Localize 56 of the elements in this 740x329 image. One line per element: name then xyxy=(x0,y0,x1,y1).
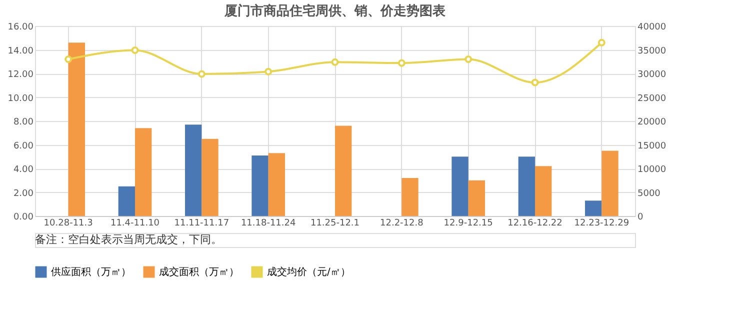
bar xyxy=(452,156,468,216)
legend-label: 成交面积（万㎡） xyxy=(159,266,239,278)
bar xyxy=(402,178,418,216)
point xyxy=(464,56,472,63)
y2-tick-label: 30000 xyxy=(638,70,666,80)
bar xyxy=(118,186,135,216)
text: 备注：空白处表示当周无成交，下同。 xyxy=(35,233,222,246)
bar xyxy=(535,166,552,216)
y2-tick-label: 20000 xyxy=(638,118,666,128)
bar xyxy=(68,42,85,216)
point xyxy=(131,46,139,54)
y2-tick-label: 10000 xyxy=(638,165,666,175)
bar xyxy=(268,153,285,216)
y2-tick-label: 35000 xyxy=(638,46,666,56)
bar xyxy=(335,126,352,216)
legend-label: 成交均价（元/㎡） xyxy=(267,266,350,278)
x-tick-label: 12.2-12.8 xyxy=(380,218,424,228)
point xyxy=(264,68,272,76)
y2-tick-label: 0 xyxy=(638,212,644,222)
x-tick-label: 11.4-11.10 xyxy=(110,218,160,228)
point xyxy=(598,38,606,46)
bar xyxy=(468,180,485,216)
x-tick-label: 12.9-12.15 xyxy=(444,218,493,228)
x-tick-label: 12.23-12.29 xyxy=(574,218,630,228)
y2-tick-label: 40000 xyxy=(638,22,666,32)
bar xyxy=(602,150,618,216)
bar xyxy=(185,124,202,216)
bar xyxy=(202,138,218,216)
bar xyxy=(252,155,268,216)
y-tick-label: 12.00 xyxy=(8,70,34,80)
y-tick-label: 2.00 xyxy=(13,188,34,199)
y2-tick-label: 25000 xyxy=(638,94,666,104)
x-tick-label: 11.25-12.1 xyxy=(310,218,360,228)
y-tick-label: 0.00 xyxy=(13,212,34,222)
point xyxy=(398,59,406,67)
y-tick-label: 4.00 xyxy=(13,165,34,175)
point xyxy=(198,70,206,78)
x-tick-label: 11.18-11.24 xyxy=(240,218,296,228)
x-tick-label: 10.28-11.3 xyxy=(44,218,93,228)
x-tick-label: 11.11-11.17 xyxy=(174,218,230,228)
point xyxy=(531,78,539,86)
legend-label: 供应面积（万㎡） xyxy=(51,266,131,278)
point xyxy=(64,56,72,63)
bar xyxy=(585,200,602,216)
chart-title: 厦门市商品住宅周供、销、价走势图表 xyxy=(224,3,446,19)
y2-tick-label: 5000 xyxy=(638,188,661,199)
point xyxy=(331,58,339,66)
y-tick-label: 16.00 xyxy=(8,22,34,32)
y-tick-label: 8.00 xyxy=(13,118,34,128)
bar xyxy=(135,128,152,216)
y2-tick-label: 15000 xyxy=(638,141,666,152)
y-tick-label: 6.00 xyxy=(13,141,34,152)
y-tick-label: 10.00 xyxy=(8,94,34,104)
y-tick-label: 14.00 xyxy=(8,46,34,56)
bar xyxy=(518,156,535,216)
x-tick-label: 12.16-12.22 xyxy=(508,218,562,228)
